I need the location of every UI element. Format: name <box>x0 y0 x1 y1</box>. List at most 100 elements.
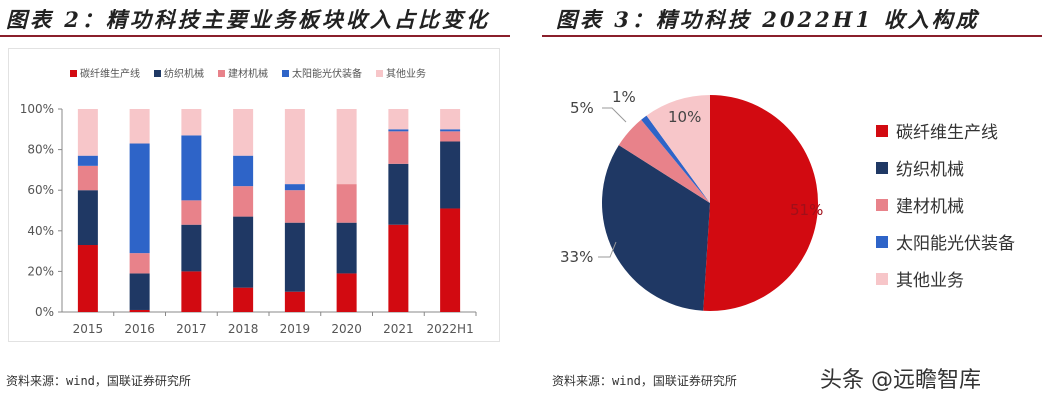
x-tick-label: 2017 <box>176 322 207 336</box>
legend-swatch <box>218 70 225 77</box>
y-tick-label: 0% <box>35 305 54 319</box>
y-tick-label: 20% <box>27 264 54 278</box>
bar-segment <box>284 222 305 292</box>
legend-swatch <box>876 198 888 211</box>
bar-segment <box>388 129 409 132</box>
x-tick-label: 2019 <box>280 322 311 336</box>
pie-slice <box>703 95 818 311</box>
x-tick-label: 2016 <box>124 322 155 336</box>
x-tick-label: 2022H1 <box>427 322 474 336</box>
pie-value-label: 51% <box>790 201 823 219</box>
right-source: 资料来源：wind，国联证券研究所 <box>552 374 737 388</box>
legend-swatch <box>876 235 888 248</box>
pie-value-label: 1% <box>612 88 636 106</box>
bar-segment <box>233 186 254 217</box>
bar-segment <box>440 141 461 209</box>
legend-item: 碳纤维生产线 <box>70 65 140 80</box>
bar-segment <box>181 109 202 136</box>
legend-label: 其他业务 <box>896 271 964 291</box>
legend-label: 纺织机械 <box>896 160 964 180</box>
y-tick-label: 100% <box>20 102 54 116</box>
bar-segment <box>233 109 254 156</box>
legend-item: 其他业务 <box>376 65 426 80</box>
legend-item: 纺织机械 <box>154 65 204 80</box>
bar-segment <box>129 143 150 254</box>
pie-value-label: 10% <box>668 108 701 126</box>
bar-segment <box>388 131 409 164</box>
bar-legend: 碳纤维生产线 纺织机械 建材机械 太阳能光伏装备 其他业务 <box>70 65 426 80</box>
pie-legend: 碳纤维生产线 纺织机械建材机械太阳能光伏装备 其他业务 <box>876 112 1015 297</box>
bar-segment <box>440 129 461 132</box>
pie-value-label: 5% <box>570 99 594 117</box>
bar-segment <box>129 109 150 144</box>
legend-swatch <box>876 272 888 285</box>
legend-item: 其他业务 <box>876 260 1015 297</box>
bar-segment <box>181 135 202 201</box>
legend-label: 其他业务 <box>386 69 426 80</box>
bar-segment <box>284 184 305 191</box>
x-tick-label: 2020 <box>331 322 362 336</box>
bar-segment <box>336 109 357 185</box>
legend-item: 建材机械 <box>876 186 1015 223</box>
legend-label: 碳纤维生产线 <box>80 69 140 80</box>
legend-swatch <box>876 124 888 137</box>
bar-segment <box>284 190 305 223</box>
legend-label: 建材机械 <box>896 197 964 217</box>
x-tick-label: 2021 <box>383 322 414 336</box>
bar-segment <box>77 245 98 312</box>
legend-item: 碳纤维生产线 <box>876 112 1015 149</box>
legend-swatch <box>70 70 77 77</box>
pie-slice <box>602 145 710 311</box>
legend-item: 纺织机械 <box>876 149 1015 186</box>
watermark: 头条 @远瞻智库 <box>820 368 981 393</box>
bar-segment <box>77 109 98 156</box>
bar-segment <box>440 208 461 312</box>
legend-label: 纺织机械 <box>164 69 204 80</box>
bar-chart-frame <box>8 48 500 342</box>
bar-segment <box>336 222 357 274</box>
y-tick-label: 60% <box>27 183 54 197</box>
bar-segment <box>336 184 357 223</box>
x-tick-label: 2018 <box>228 322 259 336</box>
bar-segment <box>388 109 409 130</box>
pie-chart: 51% 33% 5% 1% 10% <box>560 88 823 311</box>
bar-segment <box>129 253 150 274</box>
legend-swatch <box>376 70 383 77</box>
left-title: 图表 2：精功科技主要业务板块收入占比变化 <box>6 7 490 32</box>
bar-segment <box>336 273 357 312</box>
bar-segment <box>77 190 98 246</box>
bar-segment <box>181 200 202 225</box>
bar-segment <box>440 131 461 142</box>
legend-label: 太阳能光伏装备 <box>896 234 1015 254</box>
bar-segment <box>129 273 150 310</box>
legend-swatch <box>154 70 161 77</box>
x-tick-label: 2015 <box>73 322 104 336</box>
legend-item: 太阳能光伏装备 <box>282 65 362 80</box>
legend-label: 太阳能光伏装备 <box>292 69 362 80</box>
bar-segment <box>233 287 254 312</box>
pie-value-label: 33% <box>560 248 593 266</box>
legend-item: 太阳能光伏装备 <box>876 223 1015 260</box>
y-tick-label: 80% <box>27 143 54 157</box>
legend-swatch <box>876 161 888 174</box>
bar-segment <box>388 224 409 312</box>
left-source: 资料来源：wind，国联证券研究所 <box>6 374 191 388</box>
leader-line <box>598 241 617 258</box>
bar-segment <box>233 155 254 187</box>
right-title-rule <box>542 35 1042 37</box>
legend-item: 建材机械 <box>218 65 268 80</box>
bar-segment <box>440 109 461 130</box>
bar-segment <box>129 309 150 312</box>
pie-slice <box>641 115 710 203</box>
stacked-bar-chart: 0% 20% 40% 60% 80% 100% 2015 2016 2017 2018 2019 20… <box>20 102 477 336</box>
y-tick-label: 40% <box>27 224 54 238</box>
bar-segment <box>233 216 254 288</box>
legend-label: 碳纤维生产线 <box>896 123 998 143</box>
legend-label: 建材机械 <box>228 69 268 80</box>
leader-line <box>602 107 627 123</box>
pie-slice <box>646 95 710 203</box>
pie-slice <box>618 119 710 203</box>
right-title: 图表 3：精功科技 2022H1 收入构成 <box>556 7 980 32</box>
legend-swatch <box>282 70 289 77</box>
bar-segment <box>181 224 202 272</box>
